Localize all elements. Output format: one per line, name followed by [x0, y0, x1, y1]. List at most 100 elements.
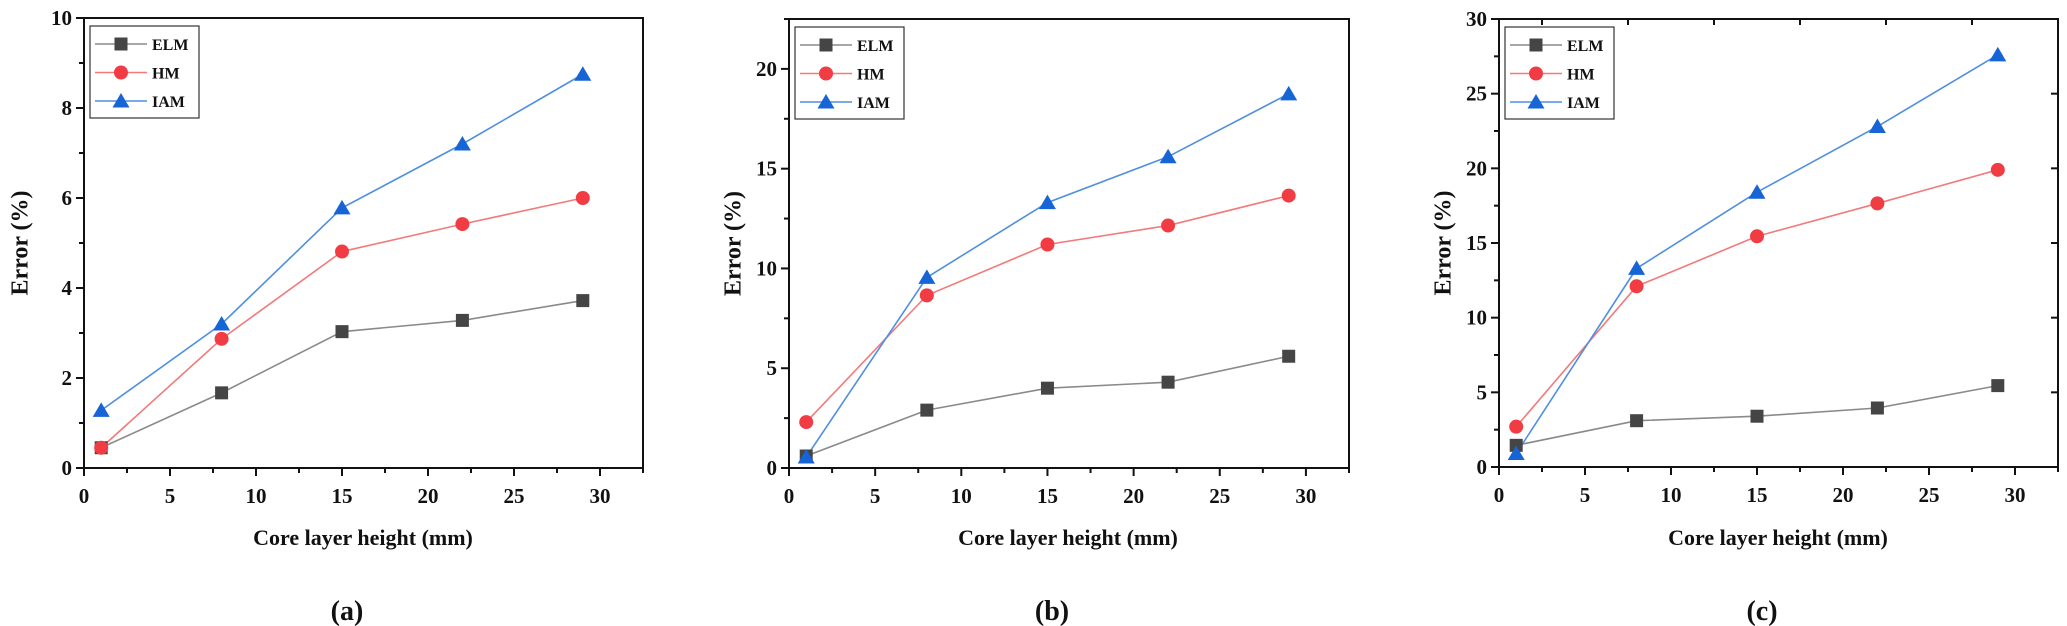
data-point-elm [576, 294, 590, 308]
x-tick-label: 5 [165, 484, 176, 508]
legend-label-hm: HM [152, 66, 180, 83]
x-tick-label: 15 [1747, 483, 1768, 507]
x-tick-label: 0 [1494, 483, 1505, 507]
legend-label-elm: ELM [857, 38, 893, 55]
series-line-elm [100, 299, 583, 449]
y-axis-label: Error (%) [721, 191, 747, 296]
legend-marker-iam-icon [817, 94, 835, 109]
y-axis-label: Error (%) [1431, 190, 1457, 295]
x-tick-label: 20 [1833, 483, 1854, 507]
x-tick-label: 5 [870, 484, 881, 508]
chart-panel-a: 0 5 10 15 20 25 30 0 2 4 6 8 10 Core layer height (mm… [8, 6, 644, 626]
legend-marker-elm-icon [1529, 38, 1543, 52]
panel-caption: (b) [1035, 596, 1069, 626]
x-tick-label: 10 [1661, 483, 1682, 507]
data-point-elm [1161, 375, 1175, 389]
data-point-hm [1161, 218, 1176, 233]
y-tick-label: 20 [756, 57, 777, 81]
data-point-iam [213, 316, 231, 331]
data-point-elm [1509, 438, 1523, 452]
data-point-hm [1281, 188, 1296, 203]
legend-label-iam: IAM [152, 94, 185, 111]
y-tick-label: 10 [51, 6, 72, 30]
data-point-hm [214, 331, 229, 346]
legend: ELM HM IAM [1504, 26, 1615, 120]
data-point-elm [1282, 349, 1296, 363]
y-tick-label: 0 [767, 456, 778, 480]
data-point-iam [1628, 260, 1646, 275]
data-point-elm [215, 386, 229, 400]
y-tick-label: 0 [1477, 455, 1488, 479]
data-point-hm [335, 244, 349, 259]
y-tick-label: 4 [62, 276, 73, 300]
y-tick-label: 10 [756, 256, 777, 280]
data-point-iam [1748, 184, 1766, 199]
series-line-hm [100, 197, 583, 449]
x-tick-label: 20 [1123, 484, 1144, 508]
y-tick-label: 2 [62, 366, 73, 390]
legend-marker-iam-icon [1527, 94, 1545, 109]
legend-marker-iam-icon [112, 93, 130, 108]
data-point-iam [1159, 148, 1177, 164]
data-point-iam [797, 449, 815, 464]
x-tick-label: 30 [590, 484, 611, 508]
chart-panel-b: 0 5 10 15 20 25 30 0 5 10 15 20 Core layer height (m… [721, 18, 1350, 626]
x-tick-label: 0 [79, 484, 90, 508]
legend-marker-hm-icon [114, 65, 128, 80]
x-tick-label: 20 [418, 484, 439, 508]
y-axis-label: Error (%) [8, 190, 34, 295]
data-point-elm [335, 325, 349, 339]
x-tick-label: 15 [1037, 484, 1058, 508]
data-point-iam [574, 66, 592, 81]
y-tick-label: 0 [62, 456, 73, 480]
x-tick-label: 0 [784, 484, 795, 508]
panel-caption: (c) [1746, 596, 1777, 626]
y-tick-label: 5 [1477, 380, 1488, 404]
data-point-elm [1750, 409, 1764, 423]
data-point-hm [1990, 162, 2005, 177]
y-tick-label: 30 [1466, 7, 1487, 31]
data-point-hm [1870, 196, 1885, 211]
data-point-hm [919, 288, 934, 303]
data-point-elm [1630, 414, 1644, 428]
y-tick-label: 8 [62, 96, 73, 120]
y-tick-label: 20 [1466, 156, 1487, 180]
plot-frame [788, 18, 1350, 469]
x-tick-label: 25 [504, 484, 525, 508]
x-tick-label: 30 [1295, 484, 1316, 508]
legend: ELM HM IAM [89, 25, 200, 119]
y-tick-label: 15 [1466, 231, 1487, 255]
data-point-iam [918, 269, 936, 284]
data-point-hm [1040, 237, 1055, 252]
data-point-elm [1991, 379, 2005, 393]
legend-label-elm: ELM [1567, 38, 1603, 55]
y-tick-label: 6 [62, 186, 73, 210]
data-point-elm [920, 403, 934, 417]
chart-panel-c: 0 5 10 15 20 25 30 0 5 10 15 20 25 30 Core layer heigh… [1431, 7, 2059, 626]
legend-label-elm: ELM [152, 37, 188, 54]
data-point-iam [1989, 46, 2007, 62]
legend-marker-hm-icon [1529, 66, 1543, 81]
data-point-iam [1280, 85, 1298, 101]
y-tick-label: 10 [1466, 306, 1487, 330]
x-tick-label: 25 [1209, 484, 1230, 508]
y-tick-label: 25 [1466, 82, 1487, 106]
series-line-iam [100, 73, 584, 412]
data-point-hm [94, 440, 109, 455]
data-point-hm [455, 217, 470, 232]
data-point-hm [1509, 419, 1524, 434]
data-point-iam [92, 402, 110, 417]
legend-marker-hm-icon [819, 66, 833, 81]
data-point-iam [1507, 445, 1525, 461]
legend-marker-elm-icon [114, 37, 128, 51]
data-point-elm [1040, 381, 1054, 395]
legend-label-hm: HM [857, 67, 885, 84]
legend-marker-elm-icon [819, 38, 833, 52]
x-tick-label: 30 [2005, 483, 2026, 507]
y-tick-label: 5 [767, 356, 778, 380]
data-point-hm [1629, 279, 1644, 294]
legend: ELM HM IAM [794, 26, 905, 120]
series-line-elm [805, 355, 1289, 457]
series-line-iam [805, 93, 1290, 458]
